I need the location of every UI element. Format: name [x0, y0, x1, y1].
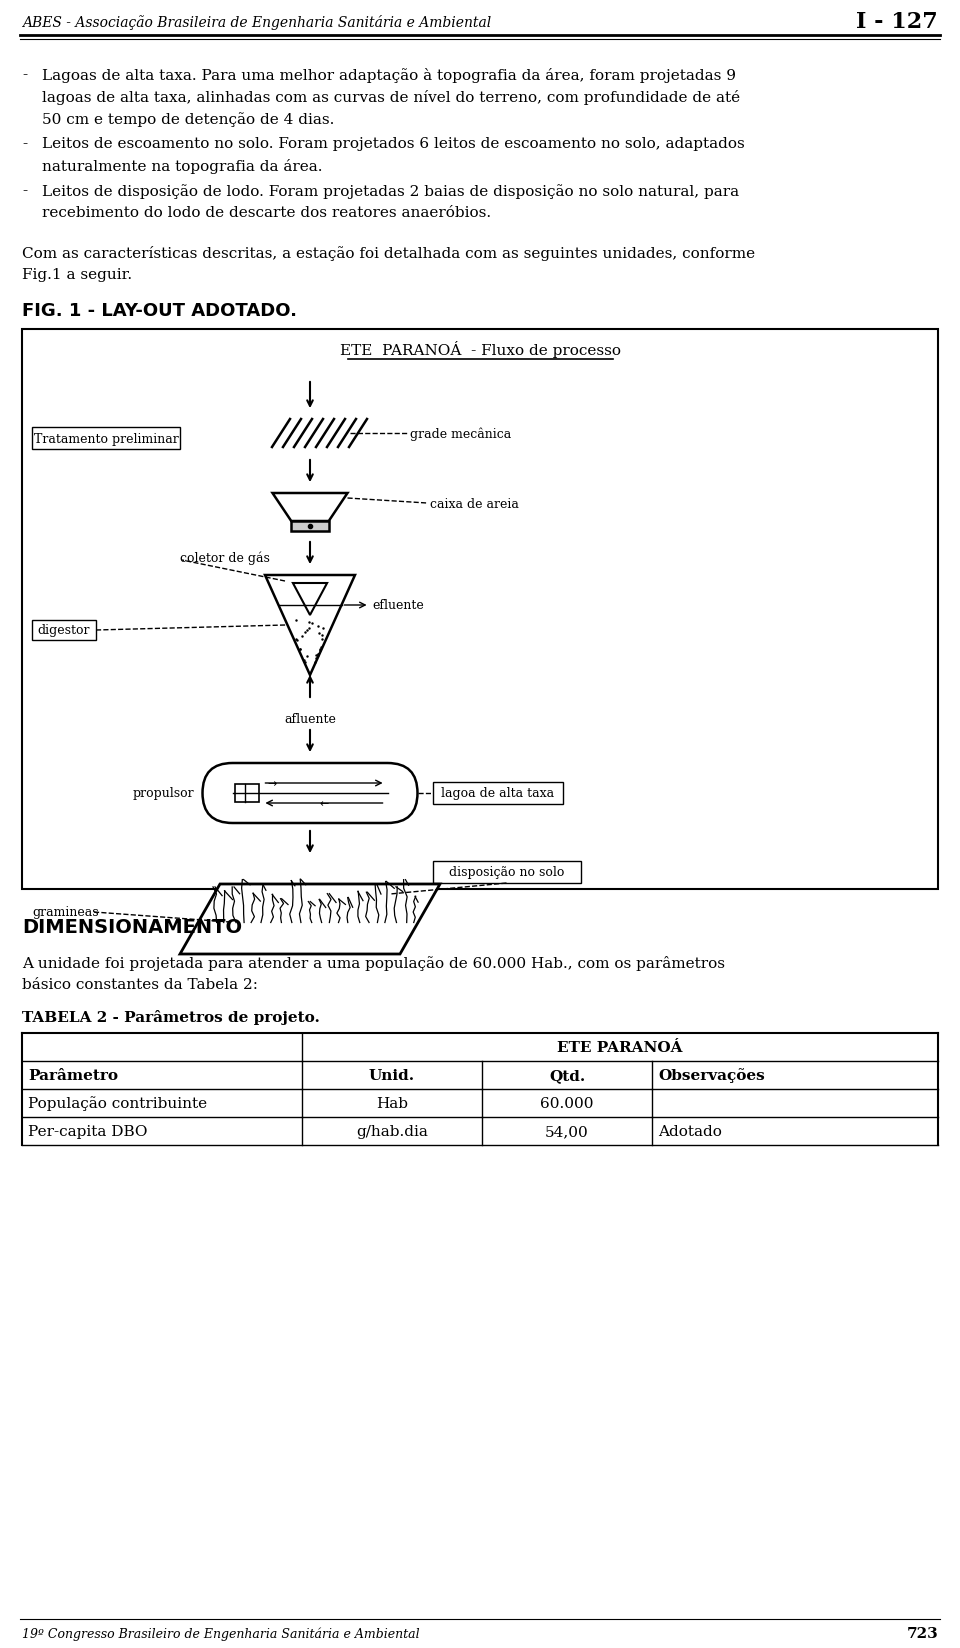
Polygon shape [180, 885, 440, 954]
Text: Fig.1 a seguir.: Fig.1 a seguir. [22, 269, 132, 282]
Text: A unidade foi projetada para atender a uma população de 60.000 Hab., com os parâ: A unidade foi projetada para atender a u… [22, 956, 725, 971]
Text: -: - [22, 137, 27, 152]
Text: Hab: Hab [376, 1096, 408, 1111]
Text: Unid.: Unid. [369, 1068, 415, 1083]
Polygon shape [293, 583, 327, 616]
Text: Leitos de disposição de lodo. Foram projetadas 2 baias de disposição no solo nat: Leitos de disposição de lodo. Foram proj… [42, 185, 739, 199]
Text: FIG. 1 - LAY-OUT ADOTADO.: FIG. 1 - LAY-OUT ADOTADO. [22, 302, 297, 320]
Text: básico constantes da Tabela 2:: básico constantes da Tabela 2: [22, 977, 258, 992]
Polygon shape [265, 575, 355, 676]
Text: caixa de areia: caixa de areia [430, 498, 518, 511]
Text: 19º Congresso Brasileiro de Engenharia Sanitária e Ambiental: 19º Congresso Brasileiro de Engenharia S… [22, 1627, 420, 1640]
Text: Per-capita DBO: Per-capita DBO [28, 1124, 148, 1139]
Text: recebimento do lodo de descarte dos reatores anaeróbios.: recebimento do lodo de descarte dos reat… [42, 206, 492, 219]
Bar [32, 428, 180, 450]
Text: disposição no solo: disposição no solo [449, 865, 564, 878]
Text: 54,00: 54,00 [545, 1124, 588, 1139]
Bar [32, 621, 96, 641]
Text: Lagoas de alta taxa. Para uma melhor adaptação à topografia da área, foram proje: Lagoas de alta taxa. Para uma melhor ada… [42, 68, 736, 82]
Text: Qtd.: Qtd. [549, 1068, 586, 1083]
Text: População contribuinte: População contribuinte [28, 1096, 207, 1111]
Text: naturalmente na topografia da área.: naturalmente na topografia da área. [42, 158, 323, 175]
Bar [433, 862, 581, 883]
Text: Parâmetro: Parâmetro [28, 1068, 118, 1083]
Text: I - 127: I - 127 [856, 12, 938, 33]
Text: Observações: Observações [658, 1068, 765, 1083]
Text: ABES - Associação Brasileira de Engenharia Sanitária e Ambiental: ABES - Associação Brasileira de Engenhar… [22, 15, 492, 30]
Text: Com as características descritas, a estação foi detalhada com as seguintes unida: Com as características descritas, a esta… [22, 246, 756, 260]
FancyBboxPatch shape [203, 763, 418, 824]
Bar [433, 783, 563, 804]
Bar [291, 522, 328, 532]
Text: g/hab.dia: g/hab.dia [356, 1124, 428, 1139]
Text: propulsor: propulsor [132, 788, 195, 799]
Text: grade mecânica: grade mecânica [410, 427, 512, 440]
Text: DIMENSIONAMENTO: DIMENSIONAMENTO [22, 918, 242, 936]
Text: Adotado: Adotado [658, 1124, 722, 1139]
Text: 50 cm e tempo de detenção de 4 dias.: 50 cm e tempo de detenção de 4 dias. [42, 112, 334, 127]
Bar [22, 330, 938, 890]
Bar [234, 784, 258, 803]
Text: afluente: afluente [284, 712, 336, 725]
Text: lagoas de alta taxa, alinhadas com as curvas de nível do terreno, com profundida: lagoas de alta taxa, alinhadas com as cu… [42, 91, 740, 105]
Text: -: - [22, 68, 27, 82]
Text: →: → [268, 778, 276, 788]
Text: ETE  PARANOÁ  - Fluxo de processo: ETE PARANOÁ - Fluxo de processo [340, 341, 620, 358]
Text: lagoa de alta taxa: lagoa de alta taxa [441, 788, 554, 799]
Polygon shape [273, 494, 348, 522]
Text: Leitos de escoamento no solo. Foram projetados 6 leitos de escoamento no solo, a: Leitos de escoamento no solo. Foram proj… [42, 137, 745, 152]
Text: digestor: digestor [37, 625, 90, 638]
Text: TABELA 2 - Parâmetros de projeto.: TABELA 2 - Parâmetros de projeto. [22, 1009, 320, 1025]
Text: efluente: efluente [372, 600, 424, 611]
Text: ETE PARANOÁ: ETE PARANOÁ [557, 1040, 683, 1055]
Text: Tratamento preliminar: Tratamento preliminar [34, 432, 179, 445]
Text: 723: 723 [906, 1627, 938, 1640]
Text: 60.000: 60.000 [540, 1096, 593, 1111]
Text: coletor de gás: coletor de gás [180, 550, 270, 564]
Text: gramineas: gramineas [32, 906, 99, 920]
Text: -: - [22, 185, 27, 198]
Text: ←: ← [320, 799, 328, 809]
